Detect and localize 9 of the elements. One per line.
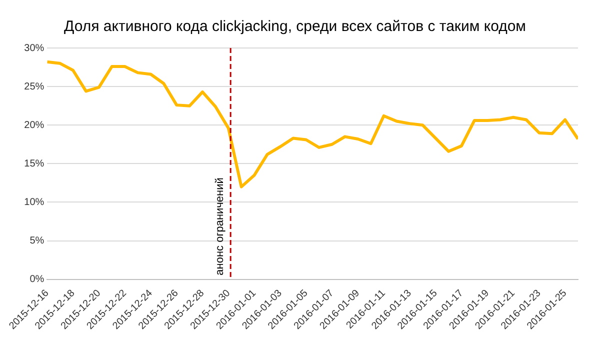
y-tick-label: 20% (24, 120, 44, 131)
y-tick-label: 0% (30, 274, 44, 286)
y-tick-label: 30% (24, 42, 44, 54)
y-tick-label: 5% (30, 236, 44, 247)
y-tick-label: 25% (24, 81, 44, 92)
chart-title: Доля активного кода clickjacking, среди всех сайтов с таким кодом (64, 18, 526, 36)
y-tick-label: 10% (24, 196, 44, 208)
ref-line-label: анонс ограничений (214, 178, 226, 276)
y-tick-label: 15% (24, 158, 44, 170)
